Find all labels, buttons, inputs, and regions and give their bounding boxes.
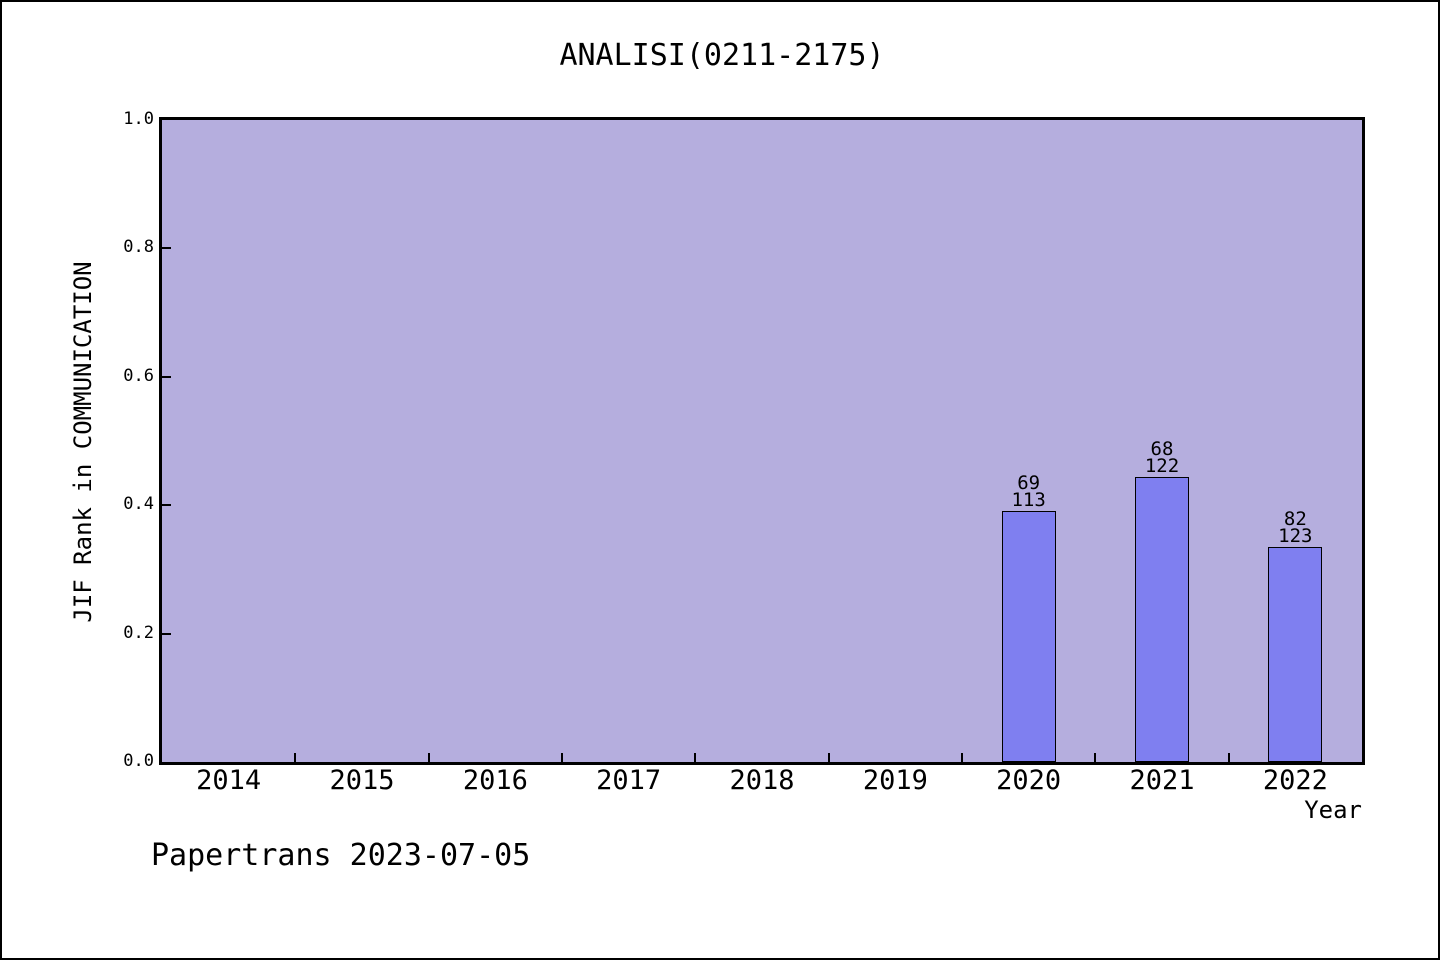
bar-value-label-2021: 68 122 — [1144, 437, 1180, 477]
x-tick-label-2016: 2016 — [462, 765, 528, 796]
y-tick-label: 0.8 — [123, 237, 154, 258]
plot-area: 69 113 68 122 82 123 — [159, 117, 1365, 765]
x-axis-tick — [827, 753, 830, 762]
y-axis-tick — [162, 375, 171, 378]
x-axis-label: Year — [1304, 796, 1362, 824]
bar-2021 — [1135, 476, 1189, 762]
x-axis-tick — [427, 753, 430, 762]
x-axis-tick — [561, 753, 563, 762]
x-tick-label-2015: 2015 — [329, 765, 395, 796]
bar-value-label-2022: 82 123 — [1278, 508, 1313, 548]
y-tick-label: 0.6 — [123, 365, 154, 386]
chart-title: ANALISI(0211-2175) — [559, 38, 885, 73]
y-tick-label: 0.4 — [123, 494, 154, 515]
bar-2020 — [1001, 511, 1056, 762]
x-axis-tick — [961, 753, 963, 762]
x-axis-tick — [294, 753, 297, 762]
x-tick-label-2022: 2022 — [1262, 765, 1328, 796]
x-tick-label-2018: 2018 — [729, 765, 795, 796]
x-axis-tick — [1094, 753, 1097, 762]
y-axis-tick — [162, 247, 171, 250]
y-axis-label: JIF Rank in COMMUNICATION — [69, 261, 97, 623]
footer-caption: Papertrans 2023-07-05 — [151, 838, 531, 873]
x-tick-label-2020: 2020 — [996, 765, 1062, 796]
x-axis-tick — [694, 753, 697, 762]
x-tick-label-2019: 2019 — [862, 765, 928, 796]
x-axis-tick — [1227, 753, 1230, 762]
y-tick-label: 1.0 — [123, 109, 154, 129]
y-axis-tick — [162, 632, 171, 635]
x-tick-label-2017: 2017 — [596, 765, 662, 796]
y-tick-label: 0.2 — [123, 622, 154, 643]
x-tick-label-2021: 2021 — [1129, 765, 1195, 796]
x-tick-label-2014: 2014 — [196, 765, 262, 796]
bar-2022 — [1268, 547, 1323, 762]
y-tick-label: 0.0 — [123, 751, 154, 771]
y-axis-tick — [162, 504, 171, 507]
bar-value-label-2020: 69 113 — [1011, 472, 1046, 512]
